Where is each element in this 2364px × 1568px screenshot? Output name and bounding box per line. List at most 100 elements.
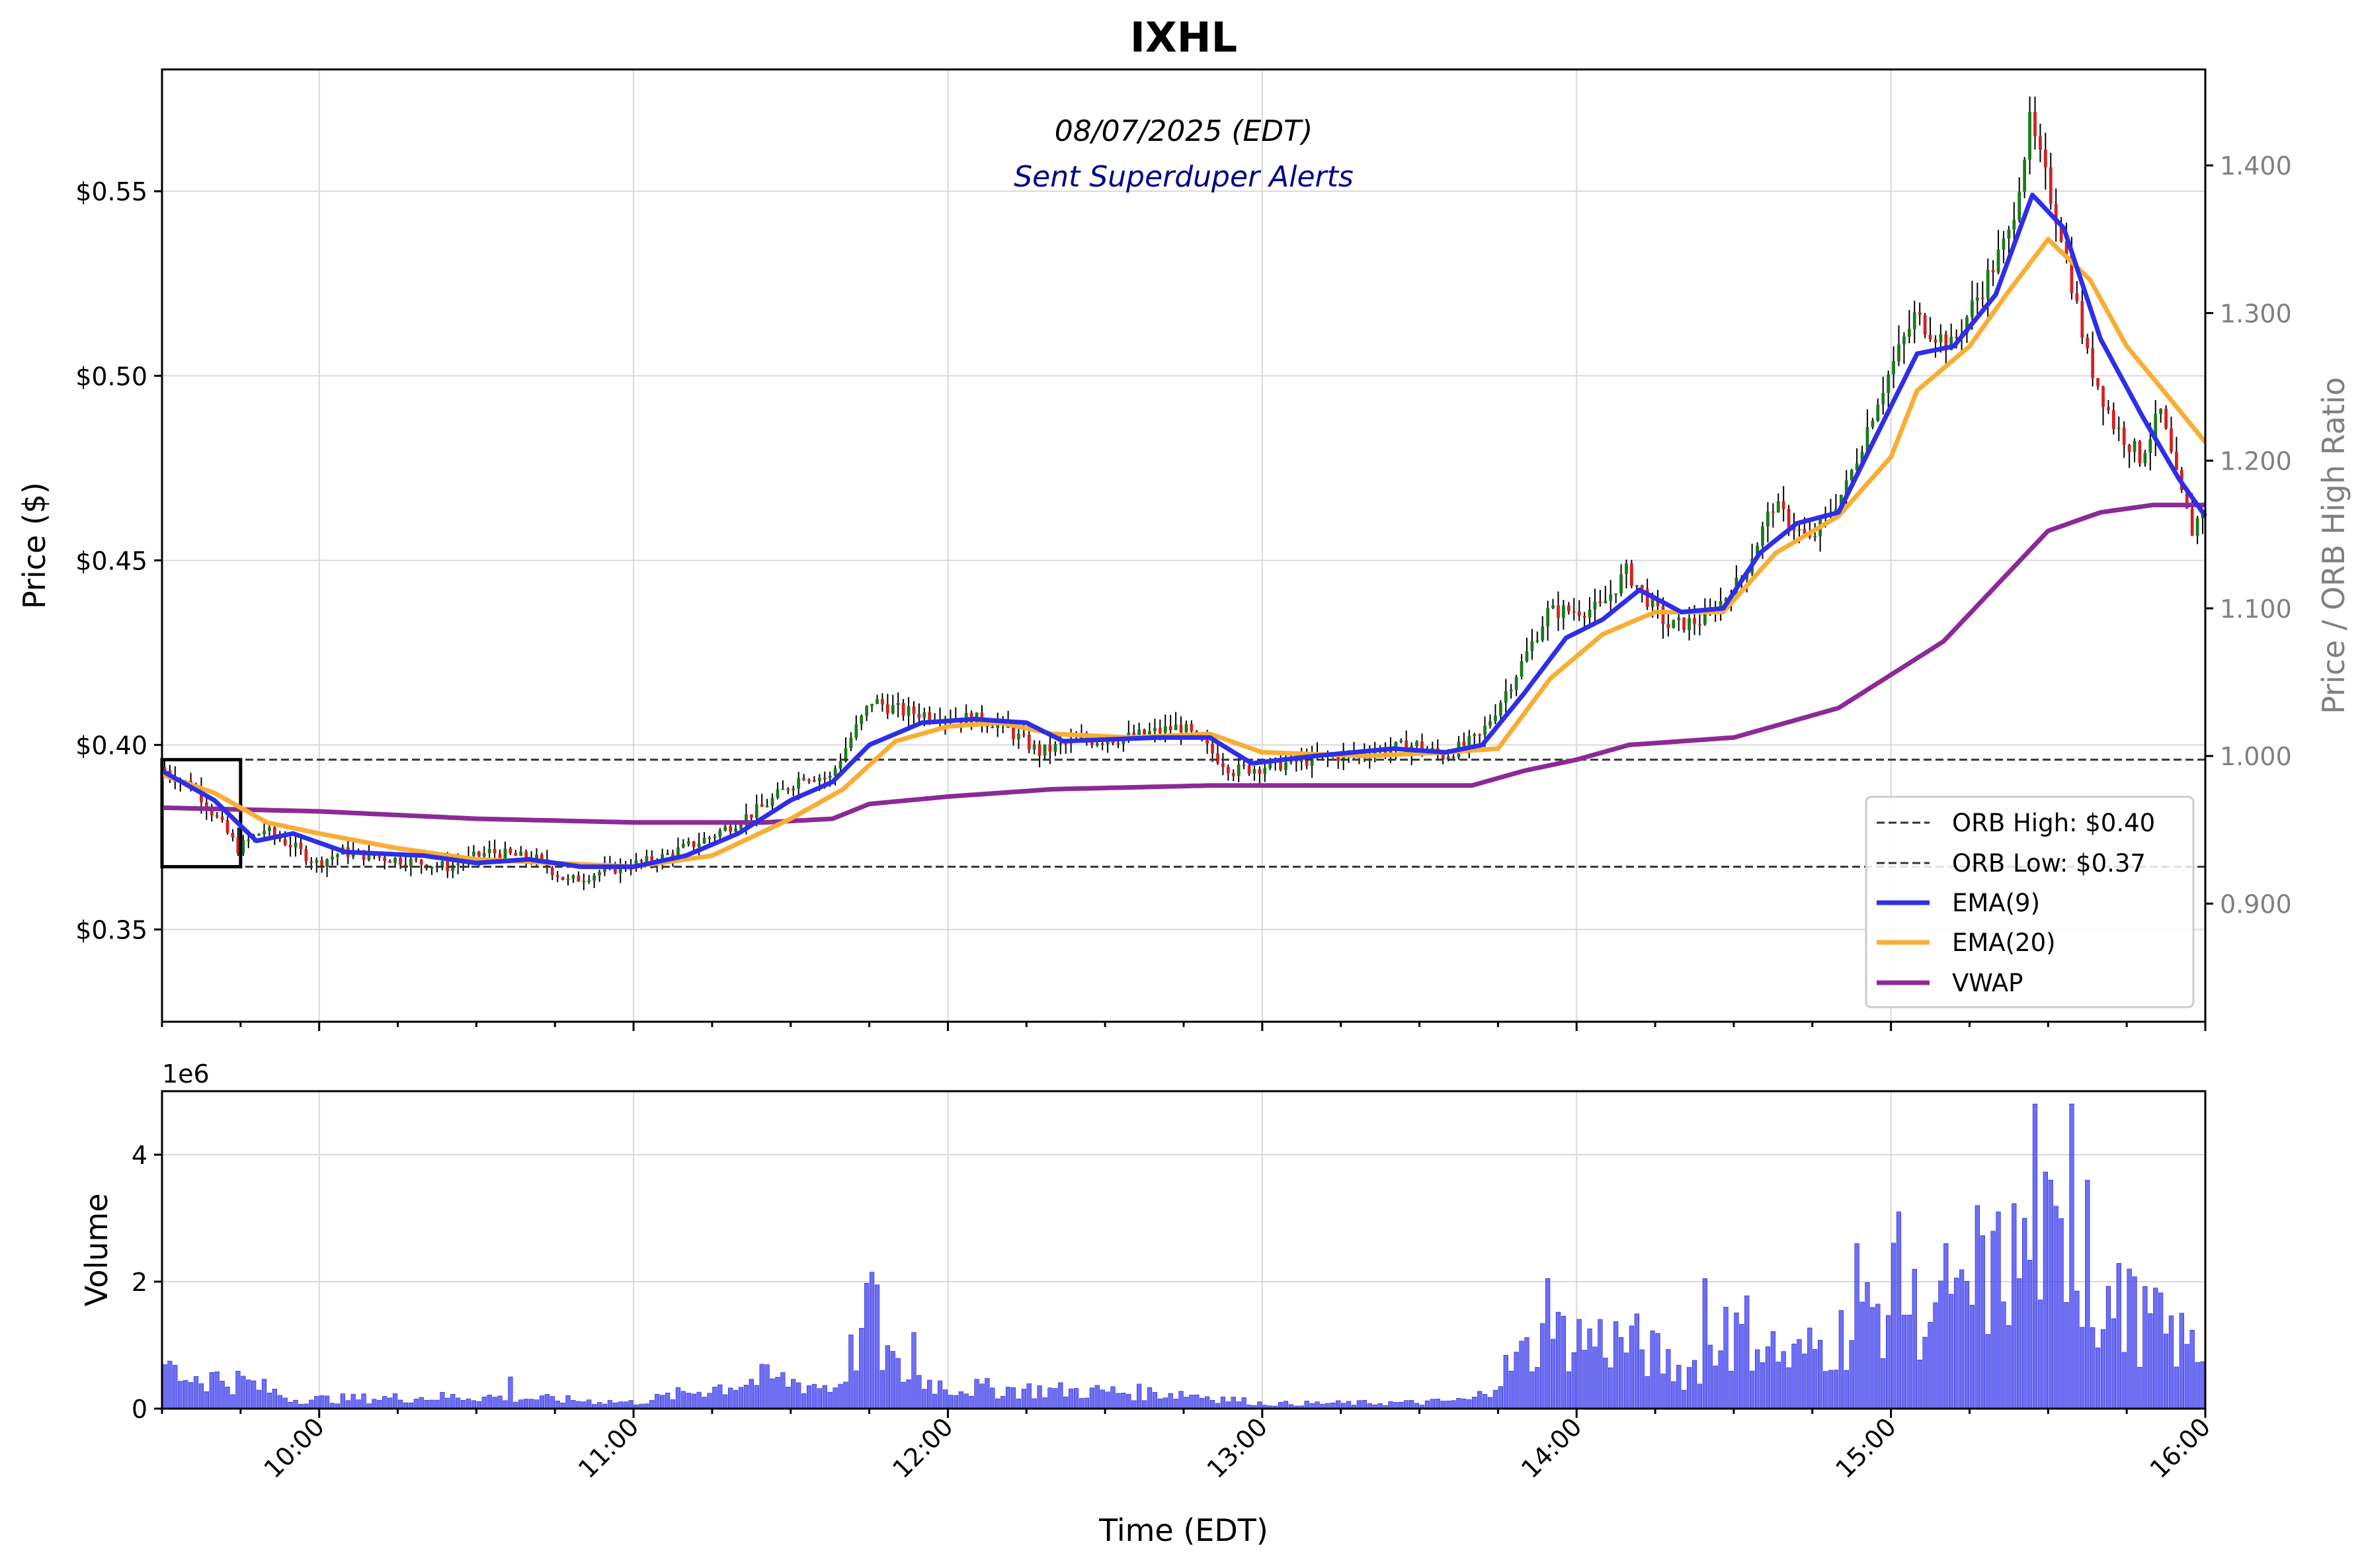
candle-body [1535, 640, 1539, 642]
candle-body [204, 802, 208, 809]
volume-bar [2001, 1301, 2006, 1409]
candle-body [2175, 451, 2178, 470]
volume-bar [1865, 1282, 1870, 1409]
candle-body [1048, 744, 1052, 752]
volume-bar [413, 1399, 419, 1409]
candle-body [1661, 606, 1665, 624]
candle-body [2054, 204, 2058, 224]
volume-bar [361, 1393, 366, 1409]
volume-bar [1734, 1312, 1739, 1409]
volume-bar [1435, 1399, 1440, 1409]
candle-body [697, 843, 701, 847]
volume-bar [1346, 1401, 1352, 1409]
candle-body [1797, 528, 1801, 531]
volume-bar [1152, 1391, 1158, 1409]
candle-body [1053, 743, 1057, 752]
candle-body [1258, 769, 1262, 774]
volume-bar [162, 1364, 167, 1409]
ratio-y-ticks: 0.900 1.000 1.100 1.200 1.300 1.400 [2205, 151, 2292, 919]
volume-bar [266, 1392, 272, 1409]
candle-body [1865, 427, 1869, 452]
volume-bar [791, 1379, 796, 1409]
candle-body [378, 856, 382, 858]
volume-bar [167, 1360, 173, 1409]
volume-bar [1503, 1354, 1508, 1409]
volume-bar [623, 1401, 628, 1409]
volume-bar [733, 1389, 739, 1409]
volume-bar [1718, 1350, 1723, 1409]
volume-bar [1189, 1395, 1194, 1409]
volume-bar [1498, 1386, 1503, 1409]
volume-bar [775, 1377, 780, 1409]
volume-bar [728, 1387, 733, 1409]
candle-body [828, 776, 832, 778]
legend-vwap-label: VWAP [1952, 969, 2023, 997]
volume-bar [324, 1395, 330, 1409]
candle-body [294, 843, 298, 848]
volume-bar [456, 1397, 461, 1409]
candle-body [1012, 727, 1015, 739]
volume-bar [1000, 1395, 1006, 1409]
volume-bar [665, 1393, 671, 1409]
volume-bar [2100, 1329, 2106, 1409]
candle-body [1027, 734, 1031, 750]
volume-bar [1141, 1400, 1147, 1409]
x-axis-label: Time (EDT) [1098, 1512, 1268, 1548]
candle-body [272, 827, 276, 836]
volume-bar [1618, 1337, 1624, 1409]
ratio-tick-label: 1.300 [2220, 299, 2292, 328]
candle-body [571, 875, 575, 879]
volume-bar [1451, 1400, 1456, 1409]
candle-body [1996, 249, 2000, 273]
candle-body [1756, 546, 1759, 559]
candle-body [1279, 758, 1282, 770]
volume-bar [1770, 1331, 1775, 1409]
volume-bar [1781, 1351, 1786, 1409]
candle-body [2070, 254, 2074, 294]
volume-bar [198, 1383, 204, 1409]
volume-bar [1707, 1344, 1713, 1409]
candle-body [1912, 312, 1916, 329]
candle-body [456, 863, 460, 865]
volume-bar [655, 1393, 660, 1409]
candle-body [1557, 605, 1560, 618]
volume-bar [1089, 1387, 1094, 1409]
price-tick-label: $0.40 [75, 731, 147, 760]
volume-bar [628, 1400, 633, 1409]
candle-body [1918, 312, 1922, 315]
candle-body [1934, 339, 1937, 343]
volume-bar [1116, 1393, 1121, 1409]
volume-bar [539, 1395, 545, 1409]
candle-body [331, 856, 334, 860]
candle-body [561, 877, 565, 880]
candle-body [263, 831, 266, 835]
candle-body [645, 856, 649, 862]
volume-bar [1802, 1353, 1807, 1409]
candle-body [723, 826, 727, 831]
volume-bar [1555, 1311, 1561, 1409]
volume-bar [1162, 1397, 1168, 1409]
volume-bar [1697, 1383, 1703, 1409]
volume-bar [1729, 1370, 1734, 1409]
volume-bar [440, 1391, 445, 1409]
volume-bar [319, 1395, 325, 1409]
volume-bar [1901, 1315, 1907, 1409]
volume-bar [1623, 1352, 1629, 1409]
candle-body [749, 814, 753, 818]
legend-box [1865, 796, 2195, 1009]
volume-bar [1231, 1397, 1236, 1409]
volume-bar [2142, 1286, 2148, 1409]
volume-bar [2179, 1313, 2184, 1409]
candle-body [702, 838, 706, 844]
volume-bar [1069, 1388, 1074, 1409]
candle-body [1724, 598, 1728, 602]
volume-bar [848, 1335, 854, 1409]
volume-bar [1881, 1358, 1886, 1409]
candle-body [2148, 439, 2152, 453]
candle-body [629, 868, 633, 870]
candle-body [1955, 337, 1959, 339]
candle-body [713, 837, 717, 839]
